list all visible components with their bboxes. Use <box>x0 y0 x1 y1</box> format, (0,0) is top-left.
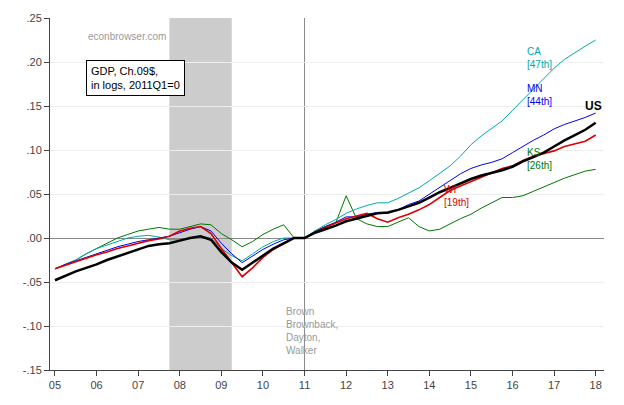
svg-text:11: 11 <box>299 379 310 391</box>
svg-text:10: 10 <box>257 379 269 391</box>
svg-text:US: US <box>585 99 602 113</box>
svg-text:CA[47th]: CA[47th] <box>527 46 552 70</box>
svg-text:KS[26th]: KS[26th] <box>527 147 552 171</box>
svg-text:14: 14 <box>423 379 435 391</box>
svg-text:16: 16 <box>506 379 518 391</box>
svg-text:-.05: -.05 <box>23 276 42 288</box>
svg-text:GDP, Ch.09$,in logs, 2011Q1=0: GDP, Ch.09$,in logs, 2011Q1=0 <box>91 65 180 91</box>
svg-text:MN[44th]: MN[44th] <box>527 83 552 107</box>
svg-text:WI[19th]: WI[19th] <box>444 184 469 208</box>
svg-text:13: 13 <box>382 379 394 391</box>
svg-text:-.15: -.15 <box>23 364 42 376</box>
svg-text:09: 09 <box>215 379 227 391</box>
svg-text:07: 07 <box>132 379 144 391</box>
svg-text:05: 05 <box>49 379 61 391</box>
svg-text:econbrowser.com: econbrowser.com <box>88 31 166 42</box>
svg-text:.10: .10 <box>27 144 42 156</box>
svg-text:.20: .20 <box>27 56 42 68</box>
svg-text:.00: .00 <box>27 232 42 244</box>
svg-text:.05: .05 <box>27 188 42 200</box>
svg-text:-.10: -.10 <box>23 320 42 332</box>
svg-text:08: 08 <box>174 379 186 391</box>
svg-text:BrownBrownback,Dayton,Walker: BrownBrownback,Dayton,Walker <box>286 306 338 356</box>
svg-text:.25: .25 <box>27 12 42 24</box>
svg-text:15: 15 <box>465 379 477 391</box>
svg-text:06: 06 <box>90 379 102 391</box>
svg-text:17: 17 <box>548 379 560 391</box>
svg-text:12: 12 <box>340 379 352 391</box>
svg-text:.15: .15 <box>27 100 42 112</box>
svg-text:18: 18 <box>590 379 602 391</box>
